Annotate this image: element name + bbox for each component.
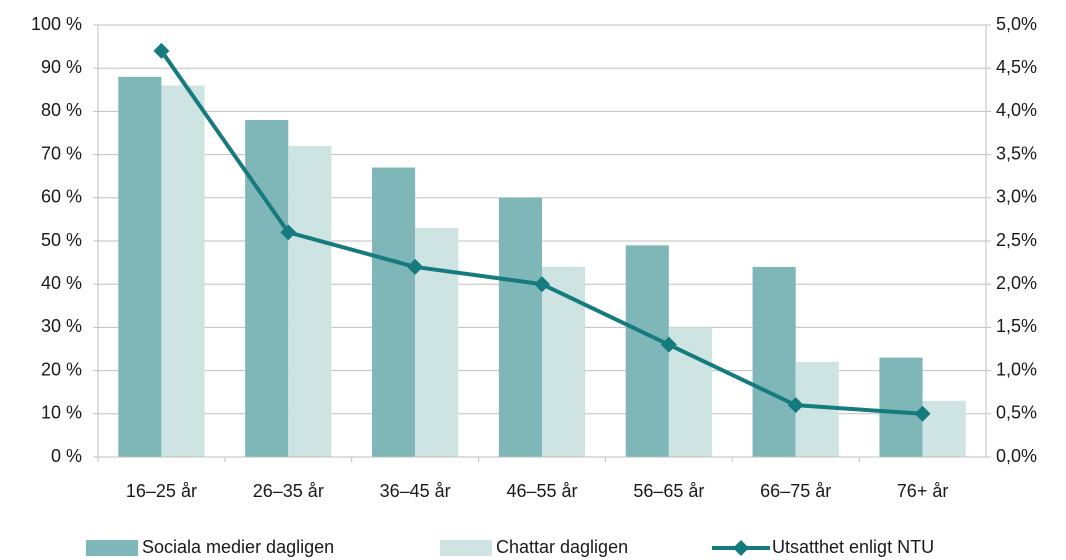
bar xyxy=(542,266,586,457)
y-tick-label: 20 % xyxy=(41,359,82,379)
marker xyxy=(787,397,804,414)
y-tick-label: 10 % xyxy=(41,403,82,423)
legend-swatch xyxy=(440,540,492,556)
marker xyxy=(660,336,677,353)
y2-tick-label: 2,5% xyxy=(996,230,1037,250)
legend-label: Chattar dagligen xyxy=(496,537,628,557)
bar xyxy=(118,76,162,457)
y-tick-label: 90 % xyxy=(41,57,82,77)
y2-tick-label: 1,5% xyxy=(996,316,1037,336)
y2-tick-label: 4,5% xyxy=(996,57,1037,77)
y2-tick-label: 2,0% xyxy=(996,273,1037,293)
x-tick-label: 36–45 år xyxy=(380,481,451,501)
x-tick-label: 66–75 år xyxy=(760,481,831,501)
bar xyxy=(288,145,332,457)
marker xyxy=(914,405,931,422)
bar xyxy=(922,400,966,457)
y2-tick-label: 0,5% xyxy=(996,403,1037,423)
marker xyxy=(153,42,170,59)
y2-tick-label: 5,0% xyxy=(996,14,1037,34)
x-tick-label: 56–65 år xyxy=(633,481,704,501)
bar xyxy=(752,266,796,457)
y2-tick-label: 3,5% xyxy=(996,143,1037,163)
x-tick-label: 16–25 år xyxy=(126,481,197,501)
x-tick-label: 46–55 år xyxy=(506,481,577,501)
bar xyxy=(415,228,459,457)
y-tick-label: 80 % xyxy=(41,100,82,120)
legend-label: Utsatthet enligt NTU xyxy=(772,537,934,557)
bar xyxy=(245,120,289,457)
legend-swatch xyxy=(733,540,749,556)
y-tick-label: 40 % xyxy=(41,273,82,293)
y-tick-label: 100 % xyxy=(31,14,82,34)
y2-tick-label: 1,0% xyxy=(996,359,1037,379)
marker xyxy=(407,258,424,275)
marker xyxy=(534,276,550,293)
y2-tick-label: 3,0% xyxy=(996,187,1037,207)
y-tick-label: 50 % xyxy=(41,230,82,250)
bar xyxy=(879,357,923,457)
y-tick-label: 30 % xyxy=(41,316,82,336)
bar xyxy=(498,197,542,458)
legend-swatch xyxy=(86,540,138,556)
x-tick-label: 26–35 år xyxy=(253,481,324,501)
bar xyxy=(625,245,669,457)
y-tick-label: 0 % xyxy=(51,446,82,466)
marker xyxy=(280,224,297,241)
bar xyxy=(161,85,205,457)
y2-tick-label: 4,0% xyxy=(996,100,1037,120)
y-tick-label: 70 % xyxy=(41,143,82,163)
legend-label: Sociala medier dagligen xyxy=(142,537,334,557)
y-tick-label: 60 % xyxy=(41,187,82,207)
y2-tick-label: 0,0% xyxy=(996,446,1037,466)
x-tick-label: 76+ år xyxy=(897,481,949,501)
bar xyxy=(372,167,416,457)
